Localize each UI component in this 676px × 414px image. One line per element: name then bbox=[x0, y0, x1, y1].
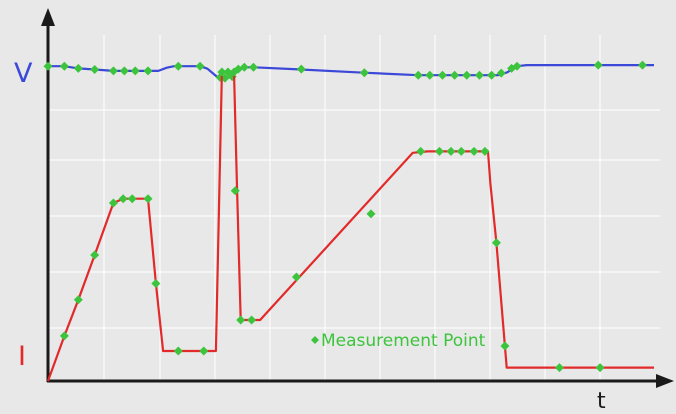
voltage-measurement-point bbox=[637, 60, 647, 70]
current-measurement-point bbox=[416, 146, 426, 156]
voltage-measurement-point bbox=[507, 63, 517, 73]
current-measurement-point bbox=[500, 341, 510, 351]
current-measurement-point bbox=[59, 331, 69, 341]
current-measurement-point bbox=[554, 363, 564, 373]
current-measurement-point bbox=[173, 346, 183, 356]
current-measurement-point bbox=[229, 67, 239, 77]
voltage-measurement-point bbox=[593, 60, 603, 70]
current-measurement-point bbox=[230, 186, 240, 196]
current-axis-label: I bbox=[18, 341, 26, 372]
voltage-measurement-point bbox=[487, 70, 497, 80]
current-measurement-point bbox=[143, 194, 153, 204]
voltage-measurement-point bbox=[512, 61, 522, 71]
legend: Measurement Point bbox=[311, 331, 486, 351]
voltage-measurement-point bbox=[143, 66, 153, 76]
voltage-measurement-point bbox=[413, 70, 423, 80]
voltage-measurement-point bbox=[248, 62, 258, 72]
time-axis-label: t bbox=[597, 389, 606, 414]
voltage-measurement-point bbox=[496, 68, 506, 78]
voltage-measurement-point bbox=[296, 64, 306, 74]
axes bbox=[41, 8, 674, 388]
voltage-measurement-point bbox=[195, 61, 205, 71]
current-measurement-point bbox=[491, 238, 501, 248]
voltage-measurement-point bbox=[130, 66, 140, 76]
current-measurement-point bbox=[469, 146, 479, 156]
voltage-measurement-point bbox=[119, 66, 129, 76]
series-layer bbox=[43, 60, 654, 382]
current-measurement-point bbox=[247, 315, 257, 325]
current-measurement-point bbox=[456, 146, 466, 156]
voltage-measurement-point bbox=[73, 63, 83, 73]
current-measurement-point bbox=[595, 363, 605, 373]
voltage-axis-label: V bbox=[14, 58, 33, 89]
current-measurement-point bbox=[446, 146, 456, 156]
current-measurement-point bbox=[73, 295, 83, 305]
current-measurement-point bbox=[480, 146, 490, 156]
current-measurement-point bbox=[223, 67, 233, 77]
current-measurement-point bbox=[108, 198, 118, 208]
voltage-measurement-point bbox=[474, 70, 484, 80]
current-measurement-point bbox=[217, 67, 227, 77]
voltage-measurement-point bbox=[173, 61, 183, 71]
current-measurement-point bbox=[118, 194, 128, 204]
legend-marker-diamond bbox=[311, 336, 319, 344]
current-measurement-point bbox=[236, 315, 246, 325]
voltage-measurement-point bbox=[90, 64, 100, 74]
voltage-measurement-point bbox=[359, 68, 369, 78]
voltage-measurement-point bbox=[43, 61, 53, 71]
current-measurement-point bbox=[366, 209, 376, 219]
current-measurement-point bbox=[291, 272, 301, 282]
current-measurement-point bbox=[151, 279, 161, 289]
voltage-measurement-point bbox=[438, 70, 448, 80]
voltage-measurement-point bbox=[239, 62, 249, 72]
voltage-measurement-point bbox=[462, 70, 472, 80]
voltage-measurement-point bbox=[108, 66, 118, 76]
current-measurement-point bbox=[90, 250, 100, 260]
voltage-measurement-point bbox=[59, 61, 69, 71]
voltage-measurement-point bbox=[425, 70, 435, 80]
current-series bbox=[46, 67, 654, 382]
current-measurement-point bbox=[434, 146, 444, 156]
voltage-measurement-point bbox=[450, 70, 460, 80]
current-measurement-point bbox=[127, 194, 137, 204]
x-axis-arrow bbox=[656, 374, 674, 388]
current-measurement-point bbox=[199, 346, 209, 356]
legend-label: Measurement Point bbox=[321, 331, 486, 351]
y-axis-arrow bbox=[41, 8, 55, 26]
